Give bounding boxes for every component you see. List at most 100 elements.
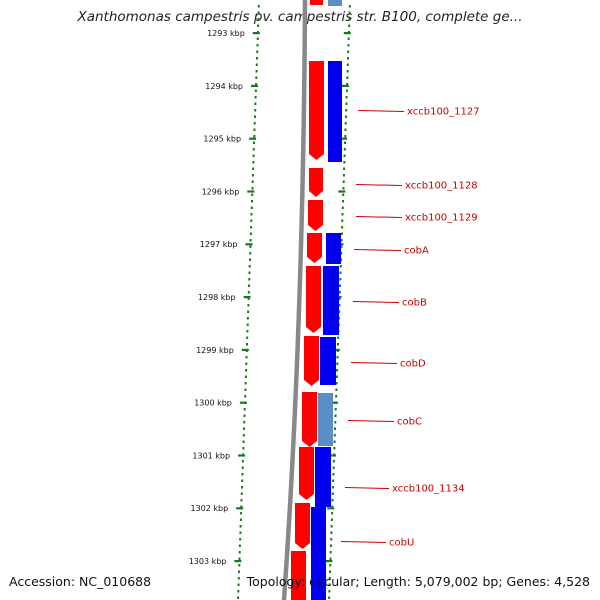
gene-label[interactable]: cobA [404, 246, 429, 257]
scale-dot [329, 564, 332, 567]
gene-leader-line [350, 362, 398, 364]
scale-dot [332, 473, 335, 476]
scale-dot [243, 421, 246, 424]
forward-gene-arrow [304, 336, 319, 386]
scale-dot [247, 304, 250, 307]
tick-label: 1301 kbp [192, 451, 230, 460]
scale-dot [348, 11, 351, 14]
scale-dot [246, 330, 249, 333]
tick-mark-right [342, 84, 349, 87]
reverse-gene-block [315, 447, 331, 507]
scale-dot [242, 447, 245, 450]
tick-mark-right [340, 137, 348, 140]
tick-mark-left [238, 454, 246, 457]
scale-dot [339, 284, 341, 287]
scale-dot [248, 271, 251, 274]
scale-dot [257, 5, 260, 8]
scale-dot [331, 512, 334, 515]
scale-dot [345, 115, 347, 118]
scale-dot [345, 89, 348, 92]
scale-dot [239, 518, 242, 521]
scale-dot [251, 193, 254, 196]
scale-dot [334, 427, 336, 430]
gene-label[interactable]: cobB [402, 298, 427, 309]
scale-dot [256, 50, 259, 53]
scale-dot [251, 187, 254, 190]
scale-dot [240, 492, 243, 495]
gene-label[interactable]: cobU [389, 538, 414, 549]
scale-dot [255, 63, 258, 66]
scale-dot [334, 414, 337, 417]
gene-label[interactable]: xccb100_1128 [405, 181, 478, 192]
forward-gene-arrow [299, 447, 314, 500]
gene-label[interactable]: xccb100_1134 [392, 484, 465, 495]
scale-dot [246, 323, 249, 326]
tick-mark-left [236, 507, 244, 510]
scale-dot [245, 356, 248, 359]
scale-dot [336, 369, 339, 372]
gene-label[interactable]: xccb100_1127 [407, 107, 480, 118]
scale-dot [344, 128, 347, 131]
scale-dot [248, 278, 251, 281]
scale-dot [334, 421, 337, 424]
scale-dot [335, 382, 338, 385]
scale-dot [241, 460, 244, 463]
tick-label: 1302 kbp [190, 504, 228, 513]
scale-dot [332, 486, 334, 489]
gene-label[interactable]: xccb100_1129 [405, 213, 478, 224]
scale-dot [344, 135, 347, 138]
scale-dot [345, 96, 348, 99]
gene-label[interactable]: cobD [400, 359, 426, 370]
scale-dot [244, 382, 247, 385]
tick-label: 1293 kbp [207, 29, 245, 38]
tick-label: 1299 kbp [196, 346, 234, 355]
scale-dot [328, 596, 331, 599]
scale-dot [328, 583, 331, 586]
scale-dot [330, 525, 333, 528]
scale-dot [331, 505, 334, 508]
scale-dot [249, 252, 252, 255]
scale-dot [333, 440, 336, 443]
pseudo-gene-block [318, 393, 333, 446]
scale-dot [237, 596, 240, 599]
scale-dot [329, 557, 332, 560]
gene-leader-line [340, 541, 387, 543]
scale-dot [238, 557, 241, 560]
scale-dot [336, 356, 339, 359]
scale-dot [345, 102, 348, 105]
tick-mark-left [252, 32, 260, 35]
scale-dot [256, 57, 258, 60]
tick-mark-left [249, 137, 257, 140]
scale-dot [337, 336, 340, 339]
gene-leader-line [347, 420, 395, 422]
scale-dot [242, 434, 245, 437]
scale-dot [347, 50, 350, 53]
scale-dot [339, 278, 342, 281]
scale-dot [342, 187, 345, 190]
gene-leader-line [357, 110, 405, 112]
reverse-gene-block [320, 337, 336, 385]
scale-dot [240, 505, 243, 508]
scale-dot [343, 148, 346, 151]
scale-dot [238, 564, 241, 567]
gene-leader-line [352, 301, 400, 303]
tick-mark-right [330, 401, 338, 404]
scale-dot [240, 499, 243, 502]
scale-dot [251, 200, 253, 203]
scale-dot [241, 466, 244, 469]
forward-gene-block [310, 0, 323, 5]
gene-leader-line [353, 249, 402, 251]
scale-dot [338, 297, 341, 300]
tick-mark-right [327, 507, 335, 510]
tick-label: 1298 kbp [198, 293, 236, 302]
scale-dot [255, 83, 258, 86]
scale-dot [253, 141, 255, 144]
scale-dot [341, 213, 344, 216]
scale-dot [348, 5, 351, 8]
scale-dot [242, 440, 245, 443]
gene-label[interactable]: cobC [397, 417, 422, 428]
scale-dot [339, 271, 342, 274]
scale-dot [340, 232, 343, 235]
scale-dot [249, 239, 252, 242]
